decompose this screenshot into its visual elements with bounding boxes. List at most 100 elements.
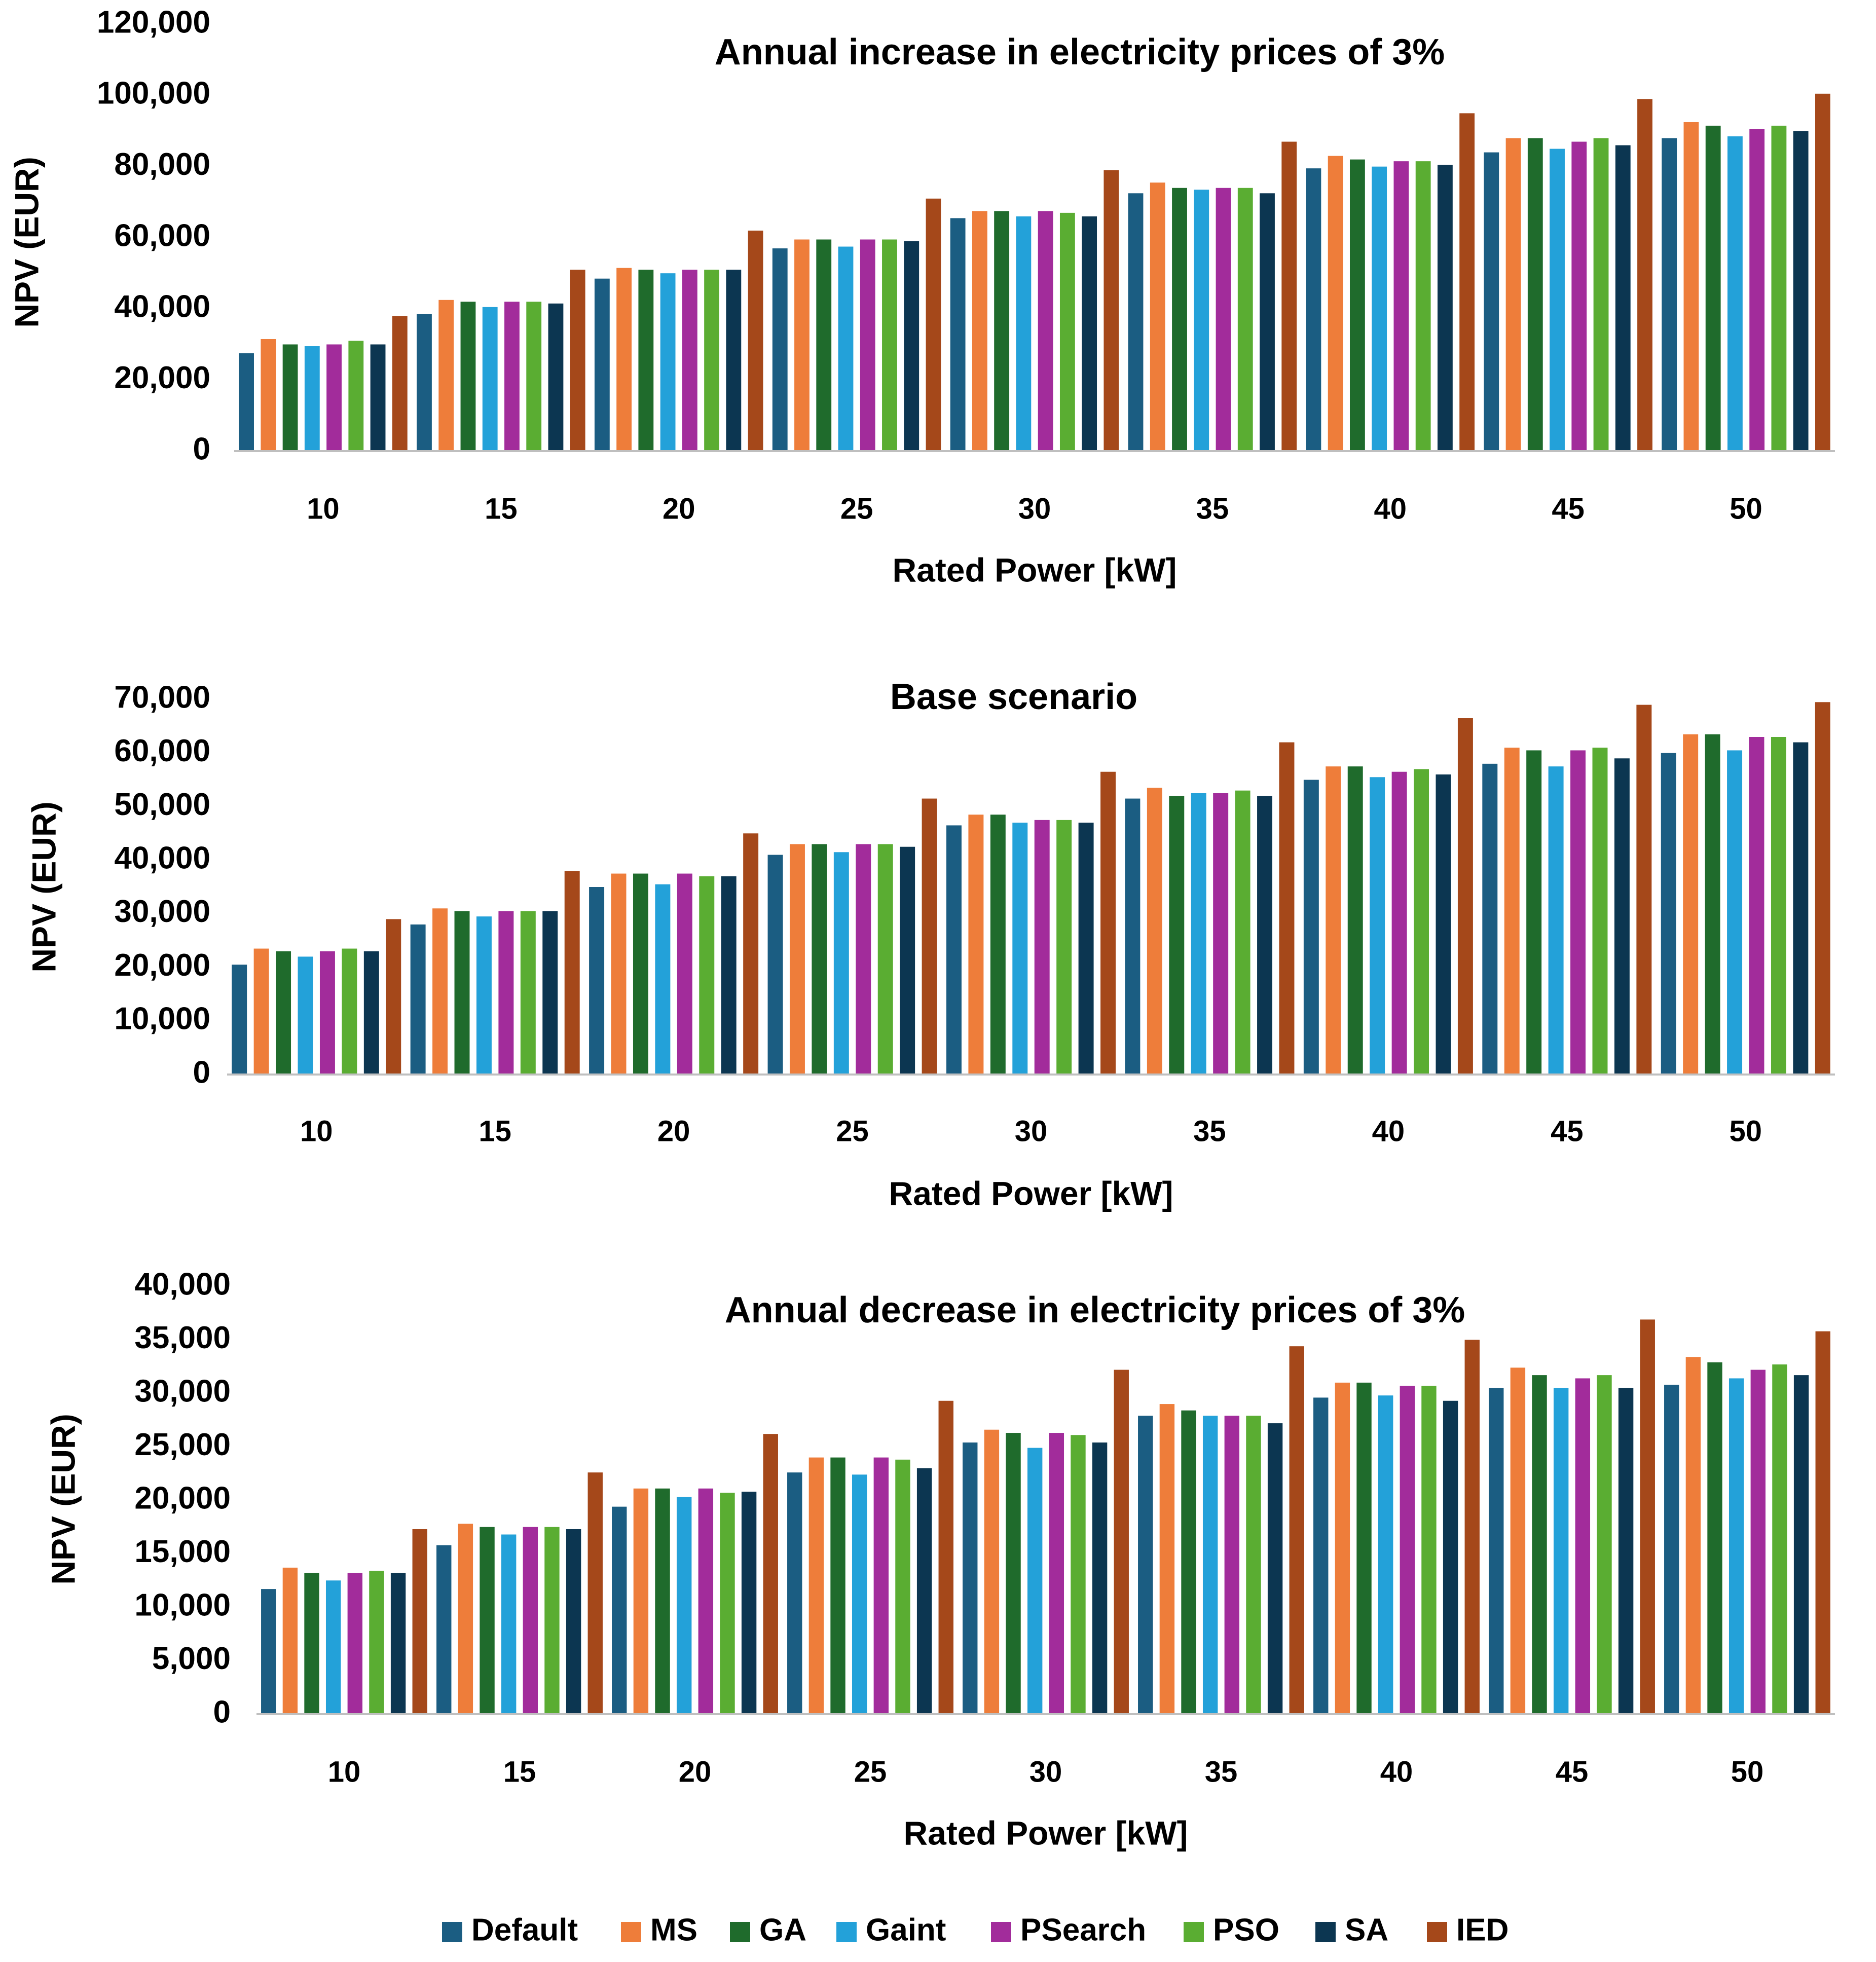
bar-ms-40	[1326, 766, 1341, 1075]
y-tick-label: 100,000	[97, 76, 210, 111]
bar-ms-10	[261, 339, 276, 451]
bar-ied-30	[1100, 771, 1116, 1075]
bar-ied-45	[1637, 99, 1652, 452]
bar-ms-20	[633, 1488, 649, 1714]
legend-label-ms: MS	[650, 1912, 697, 1947]
bar-ms-20	[616, 268, 632, 451]
bar-ms-25	[789, 844, 805, 1075]
bar-sa-25	[904, 241, 919, 451]
x-tick-label: 15	[479, 1115, 511, 1147]
legend-label-ied: IED	[1456, 1912, 1509, 1947]
bar-psearch-15	[523, 1527, 538, 1714]
bar-ied-15	[564, 871, 580, 1075]
y-tick-label: 15,000	[134, 1534, 231, 1569]
bar-ga-50	[1705, 734, 1720, 1075]
bar-gaint-30	[1012, 823, 1028, 1075]
bar-ms-10	[253, 948, 269, 1075]
chart-title: Annual decrease in electricity prices of…	[725, 1290, 1465, 1330]
bar-ied-30	[1114, 1369, 1129, 1714]
bar-psearch-35	[1213, 793, 1229, 1075]
bar-ied-35	[1289, 1346, 1304, 1714]
y-tick-label: 20,000	[114, 360, 210, 395]
bar-gaint-10	[298, 956, 313, 1075]
bar-gaint-40	[1370, 777, 1385, 1075]
y-tick-label: 35,000	[134, 1320, 231, 1355]
legend-label-default: Default	[471, 1912, 578, 1947]
x-tick-label: 10	[307, 492, 340, 525]
bar-pso-45	[1592, 748, 1608, 1075]
bar-pso-15	[526, 302, 542, 451]
x-tick-label: 40	[1372, 1115, 1405, 1147]
bar-ied-45	[1636, 705, 1652, 1075]
bar-gaint-20	[676, 1497, 692, 1714]
bar-ied-35	[1279, 742, 1295, 1075]
x-tick-label: 25	[840, 492, 873, 525]
bar-default-15	[410, 924, 426, 1075]
bar-ms-35	[1159, 1404, 1175, 1714]
bar-ms-25	[808, 1457, 824, 1714]
bar-ms-15	[432, 908, 448, 1075]
bar-gaint-50	[1727, 136, 1743, 451]
bar-psearch-50	[1750, 1369, 1766, 1714]
bar-ied-40	[1457, 718, 1473, 1075]
bar-ga-20	[638, 270, 654, 451]
legend-swatch-default	[442, 1922, 462, 1942]
y-tick-label: 20,000	[134, 1480, 231, 1515]
x-tick-label: 15	[503, 1755, 536, 1788]
y-tick-label: 70,000	[114, 680, 210, 715]
bar-sa-25	[900, 846, 915, 1075]
y-tick-label: 20,000	[114, 948, 210, 983]
bar-ied-20	[763, 1434, 778, 1714]
bar-ied-40	[1459, 113, 1475, 451]
bar-psearch-25	[860, 239, 875, 451]
bar-psearch-45	[1575, 1378, 1591, 1714]
bar-ied-10	[412, 1529, 427, 1714]
bar-pso-35	[1246, 1416, 1261, 1714]
bar-sa-15	[548, 303, 564, 451]
bar-gaint-35	[1202, 1416, 1218, 1714]
y-axis-label: NPV (EUR)	[25, 801, 62, 972]
bar-psearch-25	[873, 1457, 889, 1714]
bar-ied-10	[392, 316, 408, 451]
bar-psearch-40	[1400, 1386, 1415, 1714]
bar-pso-50	[1771, 737, 1786, 1075]
bar-pso-30	[1059, 212, 1075, 451]
legend-swatch-sa	[1315, 1922, 1336, 1942]
bar-pso-40	[1415, 161, 1431, 451]
x-tick-label: 35	[1205, 1755, 1238, 1788]
bar-gaint-20	[655, 884, 671, 1075]
bar-sa-50	[1793, 131, 1809, 451]
bar-psearch-50	[1749, 129, 1765, 451]
bar-ga-25	[816, 239, 832, 451]
bar-ms-40	[1328, 156, 1343, 451]
bar-psearch-20	[682, 270, 697, 451]
bar-ga-50	[1707, 1362, 1722, 1714]
y-tick-label: 30,000	[114, 894, 210, 929]
x-tick-label: 30	[1029, 1755, 1062, 1788]
bar-sa-15	[566, 1529, 581, 1714]
bar-sa-15	[542, 911, 558, 1075]
y-tick-label: 0	[193, 431, 210, 466]
bar-gaint-45	[1548, 766, 1564, 1075]
y-tick-label: 10,000	[114, 1002, 210, 1036]
bar-psearch-20	[698, 1488, 714, 1714]
legend-label-pso: PSO	[1213, 1912, 1279, 1947]
bar-ga-40	[1356, 1382, 1372, 1714]
bar-ms-30	[968, 815, 984, 1075]
bar-ga-25	[812, 844, 827, 1075]
bar-pso-40	[1421, 1386, 1437, 1714]
x-tick-label: 35	[1193, 1115, 1226, 1147]
x-tick-label: 20	[679, 1755, 712, 1788]
bar-ied-45	[1640, 1319, 1655, 1714]
bar-psearch-10	[347, 1573, 363, 1714]
bar-default-45	[1484, 152, 1499, 452]
bar-ied-50	[1815, 702, 1830, 1075]
bar-sa-35	[1260, 193, 1275, 451]
bar-default-10	[239, 353, 254, 451]
x-tick-label: 20	[657, 1115, 690, 1147]
bar-gaint-45	[1553, 1388, 1569, 1714]
bar-pso-20	[720, 1493, 735, 1714]
legend-swatch-ga	[730, 1922, 750, 1942]
bar-ga-15	[480, 1527, 495, 1714]
